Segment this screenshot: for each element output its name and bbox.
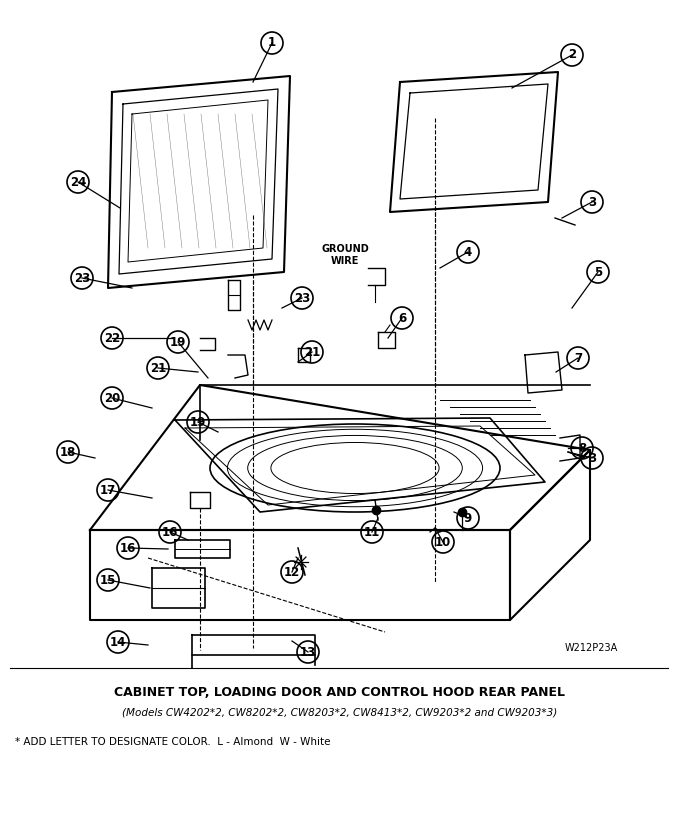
Text: 8: 8 bbox=[578, 442, 586, 454]
Text: 16: 16 bbox=[162, 525, 178, 539]
Text: 7: 7 bbox=[574, 351, 582, 365]
Text: 15: 15 bbox=[100, 573, 116, 587]
Text: 9: 9 bbox=[464, 511, 472, 525]
Text: 12: 12 bbox=[284, 566, 300, 578]
Text: 1: 1 bbox=[268, 37, 276, 49]
Text: 13: 13 bbox=[300, 645, 316, 659]
Text: 5: 5 bbox=[594, 266, 602, 278]
Text: 19: 19 bbox=[190, 416, 206, 428]
Text: W212P23A: W212P23A bbox=[565, 643, 618, 653]
Text: CABINET TOP, LOADING DOOR AND CONTROL HOOD REAR PANEL: CABINET TOP, LOADING DOOR AND CONTROL HO… bbox=[114, 685, 566, 699]
Text: 16: 16 bbox=[120, 541, 136, 555]
Text: * ADD LETTER TO DESIGNATE COLOR.  L - Almond  W - White: * ADD LETTER TO DESIGNATE COLOR. L - Alm… bbox=[15, 737, 330, 747]
Text: 23: 23 bbox=[74, 272, 90, 284]
Text: GROUND
WIRE: GROUND WIRE bbox=[321, 244, 369, 266]
Text: 21: 21 bbox=[304, 345, 320, 359]
Text: 20: 20 bbox=[104, 391, 120, 405]
Text: 4: 4 bbox=[464, 246, 472, 258]
Text: 21: 21 bbox=[150, 361, 166, 375]
Text: 11: 11 bbox=[364, 525, 380, 539]
Text: 3: 3 bbox=[588, 195, 596, 209]
Text: 17: 17 bbox=[100, 484, 116, 496]
Text: 19: 19 bbox=[170, 335, 186, 349]
Text: 14: 14 bbox=[109, 635, 126, 649]
Text: 6: 6 bbox=[398, 312, 406, 324]
Text: 3: 3 bbox=[588, 452, 596, 464]
Text: (Models CW4202*2, CW8202*2, CW8203*2, CW8413*2, CW9203*2 and CW9203*3): (Models CW4202*2, CW8202*2, CW8203*2, CW… bbox=[122, 707, 558, 717]
Text: 18: 18 bbox=[60, 446, 76, 458]
Text: 22: 22 bbox=[104, 332, 120, 344]
Text: 10: 10 bbox=[435, 535, 451, 549]
Text: 2: 2 bbox=[568, 49, 576, 61]
Text: 23: 23 bbox=[294, 292, 310, 304]
Text: 24: 24 bbox=[70, 175, 86, 189]
